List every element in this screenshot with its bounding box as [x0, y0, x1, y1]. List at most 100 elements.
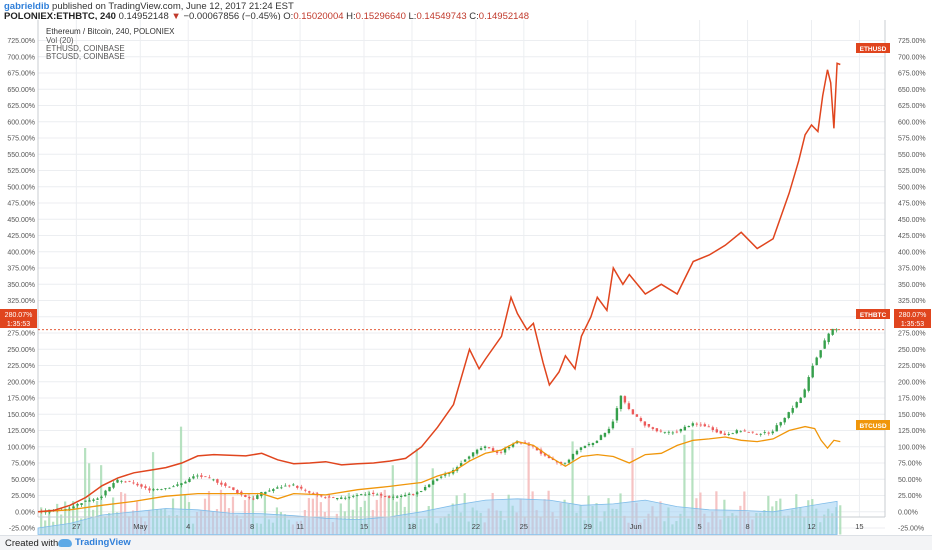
candle-body	[663, 431, 667, 433]
candle-body	[803, 389, 806, 398]
candle-body	[755, 433, 758, 435]
y-tick-left: 525.00%	[7, 168, 35, 175]
y-tick-right: 400.00%	[898, 249, 926, 256]
candle-body	[292, 484, 295, 486]
candle-body	[511, 443, 515, 447]
volume-bar	[48, 508, 51, 535]
close-value: 0.14952148	[478, 11, 529, 22]
y-tick-right: 275.00%	[898, 331, 926, 338]
volume-bar	[631, 447, 634, 535]
x-tick-label: 15	[360, 522, 368, 531]
candle-body	[699, 424, 703, 426]
volume-bar	[379, 492, 382, 535]
y-tick-right: 325.00%	[898, 298, 926, 305]
candle-body	[152, 489, 155, 491]
symbol-label[interactable]: POLONIEX:ETHBTC, 240	[4, 11, 116, 22]
volume-bar	[415, 448, 418, 535]
y-tick-right: 175.00%	[898, 396, 926, 403]
legend-ethusd: ETHUSD, COINBASE	[46, 44, 125, 53]
candle-body	[212, 479, 215, 481]
y-tick-left: 700.00%	[7, 54, 35, 61]
volume-bar	[363, 500, 366, 535]
candle-body	[104, 490, 107, 496]
right-price-axis[interactable]: -25.00% 0.00% 25.00% 50.00% 75.00% 100.00% 125…	[898, 38, 926, 533]
y-tick-right: 425.00%	[898, 233, 926, 240]
x-tick-label: 29	[584, 522, 592, 531]
candle-body	[364, 494, 367, 496]
candle-body	[288, 485, 291, 487]
candle-body	[619, 395, 623, 409]
time-axis[interactable]: 27 May 4 8 11 15 18 22 25 29 Jun 5 8 12 15	[72, 522, 863, 531]
last-price: 0.14952148	[118, 11, 169, 22]
candle-body	[160, 489, 163, 491]
ethusd-badge: ETHUSD	[856, 43, 890, 53]
candle-body	[128, 480, 131, 482]
btcusd-line	[37, 425, 841, 513]
volume-bar	[64, 501, 67, 535]
candle-body	[220, 482, 223, 485]
high-value: 0.15296640	[355, 11, 406, 22]
candle-body	[483, 446, 487, 449]
candle-body	[647, 424, 651, 427]
candle-body	[523, 442, 527, 444]
x-tick-label: 5	[698, 522, 702, 531]
y-tick-right: 75.00%	[898, 461, 922, 468]
price-badge-right: 280.07% 1:35:53	[894, 309, 931, 328]
y-tick-left: 75.00%	[11, 461, 35, 468]
candle-body	[695, 423, 699, 425]
candle-body	[467, 456, 471, 459]
candle-body	[811, 365, 814, 378]
candle-body	[276, 487, 279, 489]
candle-body	[559, 461, 563, 464]
x-tick-label: 4	[186, 522, 190, 531]
close-label: C:	[469, 11, 479, 22]
y-tick-right: 0.00%	[898, 509, 918, 516]
candle-body	[595, 440, 599, 443]
candle-body	[771, 431, 774, 434]
candle-body	[387, 496, 391, 498]
y-tick-left: 125.00%	[7, 428, 35, 435]
volume-bar	[76, 504, 79, 535]
x-tick-label: Jun	[630, 522, 642, 531]
candle-body	[567, 459, 571, 463]
candle-body	[583, 445, 587, 448]
candle-body	[631, 409, 635, 415]
open-value: 0.15020004	[293, 11, 344, 22]
candle-body	[72, 506, 75, 509]
y-tick-right: 700.00%	[898, 54, 926, 61]
y-tick-right: 475.00%	[898, 201, 926, 208]
candle-body	[787, 412, 790, 418]
candle-body	[575, 450, 579, 455]
y-tick-left: 400.00%	[7, 249, 35, 256]
candle-body	[671, 432, 675, 434]
candle-body	[819, 350, 822, 358]
x-tick-label: 8	[250, 522, 254, 531]
candle-body	[403, 494, 407, 497]
volume-bar	[383, 489, 386, 535]
y-tick-left: 375.00%	[7, 266, 35, 273]
candle-body	[136, 483, 139, 486]
y-tick-left: 150.00%	[7, 412, 35, 419]
candle-body	[439, 476, 443, 478]
candle-body	[116, 479, 119, 483]
y-tick-right: 200.00%	[898, 379, 926, 386]
price-chart[interactable]: -25.00%0.00%25.00%50.00%75.00%100.00%125…	[0, 20, 932, 535]
candle-body	[715, 429, 718, 433]
candle-body	[463, 459, 467, 462]
tradingview-link[interactable]: TradingView	[58, 537, 131, 548]
candle-body	[328, 496, 331, 498]
candle-body	[599, 435, 603, 440]
candle-body	[76, 503, 79, 506]
candle-body	[507, 447, 511, 449]
volume-bar	[56, 503, 59, 535]
y-tick-right: 100.00%	[898, 444, 926, 451]
y-tick-left: 425.00%	[7, 233, 35, 240]
candle-body	[280, 487, 283, 489]
ethusd-badge-label: ETHUSD	[860, 46, 887, 53]
open-label: O:	[283, 11, 294, 22]
candle-body	[667, 431, 671, 433]
author-link[interactable]: gabrieldib	[4, 1, 50, 12]
candle-body	[815, 357, 818, 366]
candle-body	[308, 491, 311, 493]
candle-body	[703, 424, 707, 427]
